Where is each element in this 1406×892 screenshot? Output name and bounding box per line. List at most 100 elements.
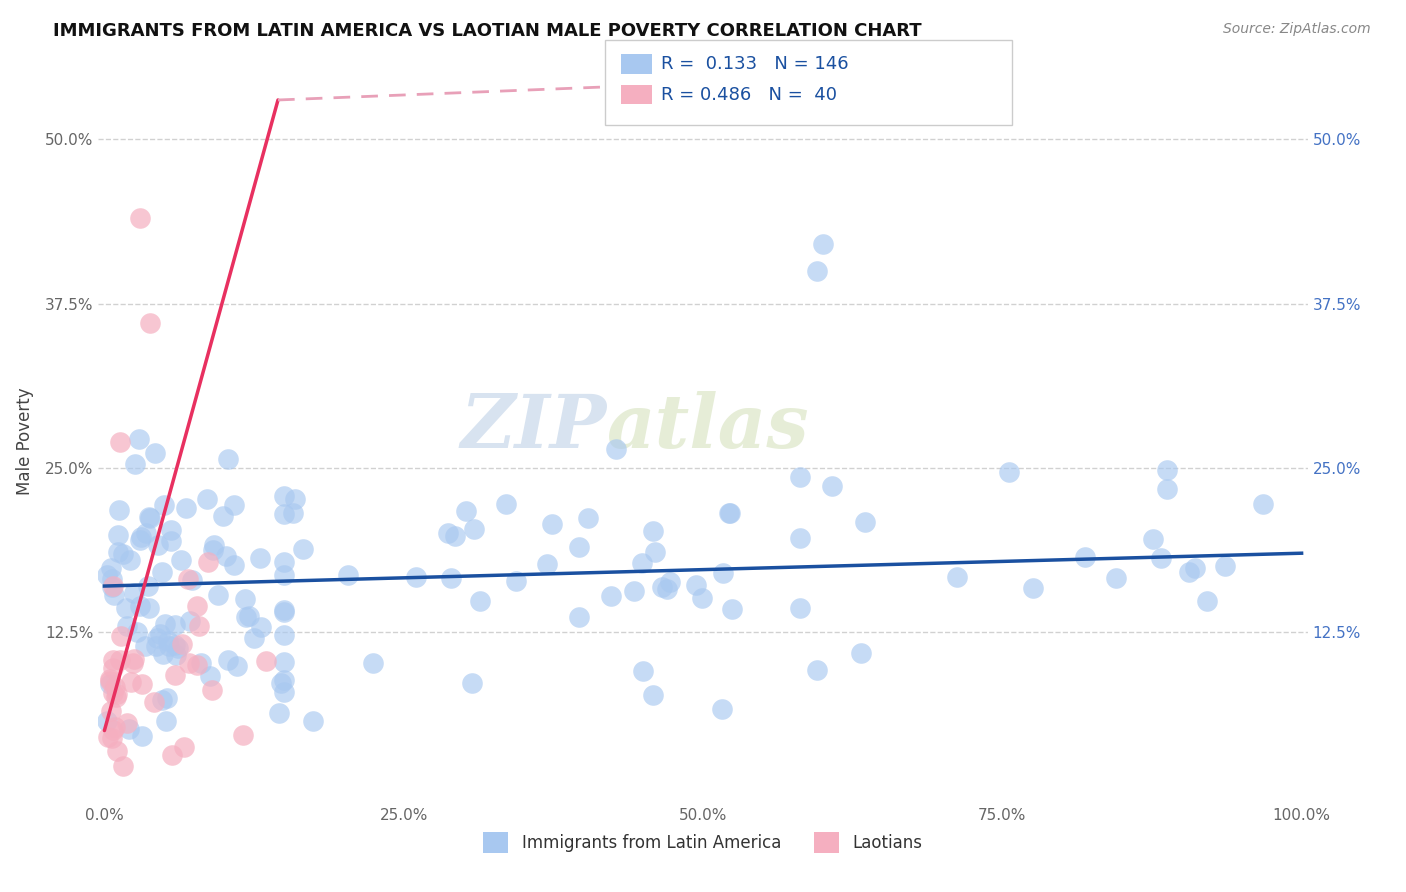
Point	[131, 729, 153, 743]
Point	[165, 639, 187, 653]
Point	[284, 491, 307, 506]
Text: ZIP: ZIP	[460, 391, 606, 463]
Point	[623, 583, 645, 598]
Point	[155, 690, 177, 705]
Point	[495, 497, 517, 511]
Point	[160, 533, 183, 548]
Point	[162, 748, 184, 763]
Point	[599, 590, 621, 604]
Point	[159, 524, 181, 538]
Point	[337, 568, 360, 582]
Point	[254, 654, 277, 668]
Point	[217, 653, 239, 667]
Point	[98, 674, 121, 689]
Point	[105, 687, 128, 701]
Point	[821, 479, 844, 493]
Point	[463, 522, 485, 536]
Text: R =  0.133   N = 146: R = 0.133 N = 146	[661, 55, 848, 73]
Point	[157, 634, 180, 648]
Point	[150, 565, 173, 579]
Point	[630, 557, 652, 571]
Point	[443, 529, 465, 543]
Point	[207, 588, 229, 602]
Point	[128, 533, 150, 547]
Point	[273, 568, 295, 582]
Point	[104, 680, 127, 694]
Point	[461, 675, 484, 690]
Point	[120, 553, 142, 567]
Point	[115, 600, 138, 615]
Point	[789, 531, 811, 545]
Text: R = 0.486   N =  40: R = 0.486 N = 40	[661, 86, 837, 103]
Point	[135, 525, 157, 540]
Point	[96, 714, 118, 728]
Point	[1156, 462, 1178, 476]
Point	[1184, 561, 1206, 575]
Point	[436, 526, 458, 541]
Point	[806, 264, 828, 278]
Point	[713, 566, 735, 580]
Point	[112, 547, 135, 561]
Point	[540, 517, 562, 532]
Point	[470, 594, 492, 608]
Point	[273, 489, 295, 503]
Point	[1022, 582, 1045, 596]
Point	[711, 702, 734, 716]
Point	[945, 570, 967, 584]
Point	[165, 618, 187, 632]
Point	[217, 452, 239, 467]
Point	[651, 581, 673, 595]
Point	[605, 442, 627, 456]
Point	[146, 631, 169, 645]
Point	[150, 692, 173, 706]
Text: Source: ZipAtlas.com: Source: ZipAtlas.com	[1223, 22, 1371, 37]
Point	[1142, 533, 1164, 547]
Point	[536, 557, 558, 571]
Point	[115, 716, 138, 731]
Point	[789, 469, 811, 483]
Point	[169, 552, 191, 566]
Point	[138, 509, 160, 524]
Point	[811, 237, 834, 252]
Point	[633, 664, 655, 678]
Y-axis label: Male Poverty: Male Poverty	[15, 388, 34, 495]
Point	[505, 574, 527, 588]
Point	[107, 528, 129, 542]
Point	[273, 673, 295, 688]
Point	[177, 572, 200, 586]
Point	[129, 211, 152, 226]
Point	[250, 620, 273, 634]
Point	[145, 640, 167, 654]
Point	[139, 316, 162, 330]
Point	[143, 696, 166, 710]
Point	[97, 731, 120, 745]
Point	[117, 618, 139, 632]
Point	[103, 661, 125, 675]
Point	[105, 744, 128, 758]
Point	[659, 575, 682, 590]
Point	[232, 727, 254, 741]
Point	[112, 759, 135, 773]
Point	[108, 434, 131, 449]
Point	[136, 579, 159, 593]
Point	[101, 579, 124, 593]
Point	[643, 688, 665, 702]
Point	[103, 652, 125, 666]
Point	[128, 599, 150, 614]
Point	[98, 673, 121, 687]
Legend: Immigrants from Latin America, Laotians: Immigrants from Latin America, Laotians	[477, 826, 929, 860]
Point	[101, 580, 124, 594]
Point	[439, 570, 461, 584]
Point	[273, 685, 295, 699]
Point	[186, 599, 208, 613]
Point	[215, 549, 238, 563]
Point	[361, 657, 384, 671]
Point	[249, 551, 271, 566]
Point	[273, 628, 295, 642]
Point	[129, 530, 152, 544]
Point	[125, 625, 148, 640]
Point	[100, 572, 122, 586]
Point	[273, 655, 295, 669]
Point	[110, 629, 132, 643]
Point	[105, 690, 128, 705]
